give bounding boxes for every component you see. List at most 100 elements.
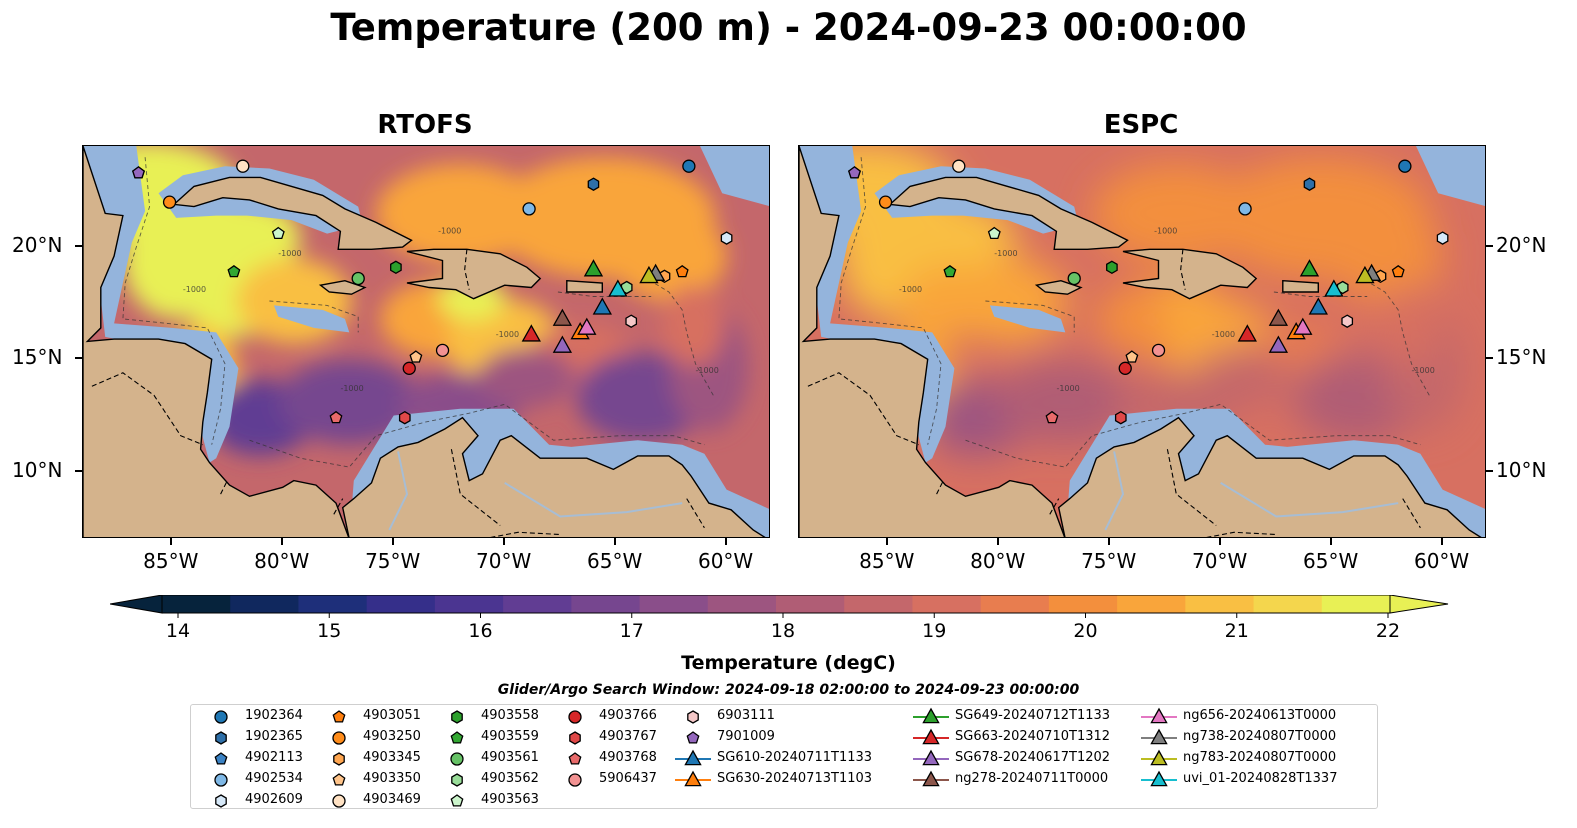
- panel-title-rtofs: RTOFS: [377, 110, 473, 140]
- marker-4903768: [1045, 410, 1059, 424]
- marker-ng278-20240711T0000: [1268, 308, 1289, 326]
- country-border: [1402, 498, 1421, 529]
- lon-tick-label: 85°W: [859, 549, 915, 573]
- country-border: [1206, 531, 1277, 537]
- contour-label: -1000: [899, 285, 922, 294]
- temperature-blob: [1327, 211, 1443, 301]
- marker-SG649-20240712T1133: [583, 259, 604, 277]
- legend-label: 4903766: [599, 708, 657, 723]
- legend-label: 4903562: [481, 771, 539, 786]
- legend-marker-icon: [451, 710, 463, 724]
- lon-tick-mark: [613, 538, 616, 545]
- colorbar-segment: [1253, 595, 1323, 613]
- legend-marker-icon: [687, 710, 699, 724]
- lat-tick-label: 20°N: [12, 233, 63, 258]
- lat-tick-label: 15°N: [1496, 345, 1547, 370]
- lon-tick-mark: [1107, 538, 1110, 545]
- legend-marker-icon: [686, 731, 700, 744]
- legend-marker-icon: [214, 773, 228, 787]
- landmass-jamaica: [318, 279, 367, 295]
- colorbar-tick-label: 18: [771, 620, 795, 642]
- legend-symbol: [332, 794, 346, 808]
- lon-tick-label: 70°W: [476, 549, 532, 573]
- shallow-water: [989, 305, 1066, 333]
- lat-tick-label: 10°N: [1496, 457, 1547, 482]
- contour-label: -1000: [1056, 384, 1079, 393]
- legend-marker-icon: [675, 770, 711, 787]
- marker-4903559: [943, 264, 957, 278]
- temperature-blob: [662, 285, 725, 367]
- legend-symbol: [333, 752, 345, 766]
- country-border: [333, 498, 344, 515]
- colorbar-tick-label: 21: [1225, 620, 1249, 642]
- lon-tick-label: 75°W: [365, 549, 421, 573]
- marker-4903250: [878, 195, 893, 209]
- legend-symbol: [569, 731, 581, 745]
- legend-label: ng278-20240711T0000: [955, 771, 1109, 786]
- country-border: [1049, 498, 1060, 515]
- colorbar-tick-label: 14: [166, 620, 190, 642]
- landmass-cuba: [888, 176, 1129, 251]
- temperature-blob: [236, 258, 352, 344]
- colorbar-segment: [503, 595, 572, 613]
- marker-4902534: [522, 202, 536, 216]
- colorbar-segment: [571, 595, 641, 613]
- marker-7901009: [132, 166, 145, 179]
- landmass-puerto-rico: [1282, 279, 1319, 293]
- legend-triangle: [922, 728, 940, 745]
- lat-tick-mark: [75, 357, 82, 360]
- legend-marker-icon: [450, 731, 464, 744]
- legend-marker-icon: [214, 710, 228, 724]
- legend-marker-icon: [1141, 749, 1177, 766]
- lon-tick-label: 80°W: [970, 549, 1026, 573]
- contour-label: -1000: [183, 285, 206, 294]
- lon-tick-label: 75°W: [1081, 549, 1137, 573]
- legend-label: 4903768: [599, 750, 657, 765]
- country-border: [686, 498, 705, 529]
- legend-label: 4903250: [363, 729, 421, 744]
- marker-4903558: [1106, 260, 1118, 275]
- lon-tick-label: 80°W: [254, 549, 310, 573]
- marker-4903767: [398, 410, 411, 425]
- country-border: [490, 531, 561, 537]
- colorbar-tick-label: 19: [922, 620, 946, 642]
- colorbar-tick-label: 15: [317, 620, 341, 642]
- marker-4903051: [1391, 264, 1405, 278]
- colorbar-segment: [1321, 595, 1391, 613]
- colorbar-frame: [161, 595, 1391, 614]
- lon-tick-label: 65°W: [1303, 549, 1359, 573]
- colorbar-label: Temperature (degC): [681, 652, 896, 674]
- legend-marker-icon: [332, 794, 346, 808]
- marker-ng656-20240613T0000: [577, 317, 597, 335]
- lat-tick-label: 10°N: [12, 457, 63, 482]
- temperature-blob: [611, 211, 727, 301]
- legend-marker-icon: [568, 710, 582, 724]
- marker-4903561: [1067, 271, 1081, 286]
- marker-SG663-20240710T1312: [521, 324, 541, 342]
- contour-label: -1000: [696, 366, 719, 375]
- legend-label: 4903051: [363, 708, 421, 723]
- marker-4903559: [227, 264, 241, 278]
- marker-1902365: [587, 177, 600, 191]
- marker-4903766: [1118, 361, 1132, 375]
- colorbar-segment: [980, 595, 1050, 613]
- marker-uvi_01-20240828T1337: [608, 279, 628, 297]
- legend-marker-icon: [1141, 770, 1177, 787]
- colorbar-segment: [434, 595, 504, 613]
- shallow-water: [273, 305, 350, 333]
- marker-4903767: [1114, 410, 1127, 425]
- legend-triangle: [684, 749, 702, 766]
- contour-label: -1000: [496, 330, 519, 339]
- legend-label: 4903350: [363, 771, 421, 786]
- lon-tick-mark: [1329, 538, 1332, 545]
- legend-label: 4903767: [599, 729, 657, 744]
- lat-tick-label: 15°N: [12, 345, 63, 370]
- river: [504, 482, 683, 518]
- colorbar-segment: [298, 595, 368, 613]
- legend-label: SG630-20240713T1103: [717, 771, 873, 786]
- marker-ng783-20240807T0000: [639, 265, 659, 284]
- legend-label: 5906437: [599, 771, 657, 786]
- legend-label: SG678-20240617T1202: [955, 750, 1111, 765]
- temperature-blob: [994, 359, 1137, 445]
- marker-SG678-20240617T1202: [552, 335, 573, 353]
